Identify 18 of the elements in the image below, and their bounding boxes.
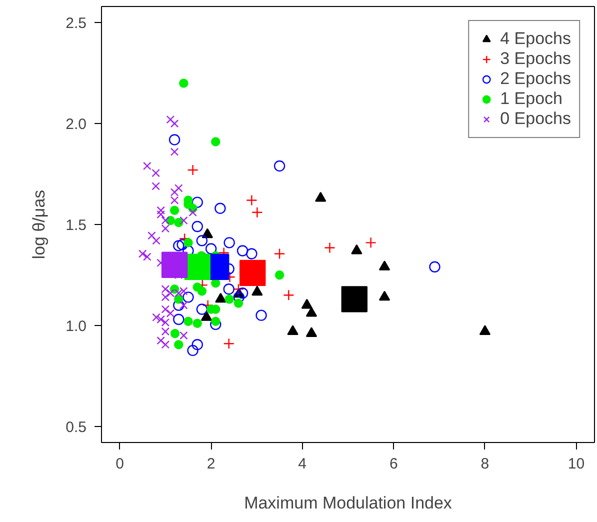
y-tick-label: 2.5 [66, 15, 87, 32]
legend-label: 3 Epochs [500, 49, 571, 69]
legend-label: 4 Epochs [500, 29, 571, 49]
legend-label: 0 Epochs [500, 109, 571, 129]
y-tick-label: 1.5 [66, 217, 87, 234]
legend-label: 1 Epoch [500, 89, 562, 109]
y-tick-label: 2.0 [66, 116, 87, 134]
x-tick-label: 2 [206, 456, 216, 472]
y-tick-label: 0.5 [66, 418, 87, 436]
legend-label: 2 Epochs [500, 69, 571, 89]
x-axis-title: Maximum Modulation Index [244, 494, 452, 512]
x-tick-label: 4 [298, 456, 307, 472]
y-tick-label: 1.0 [66, 318, 87, 335]
x-tick-label: 8 [480, 456, 490, 472]
y-axis-title: log θ/μas [30, 190, 49, 260]
x-tick-label: 0 [116, 456, 124, 472]
x-tick-label: 6 [389, 456, 398, 472]
x-tick-label: 10 [568, 456, 585, 472]
